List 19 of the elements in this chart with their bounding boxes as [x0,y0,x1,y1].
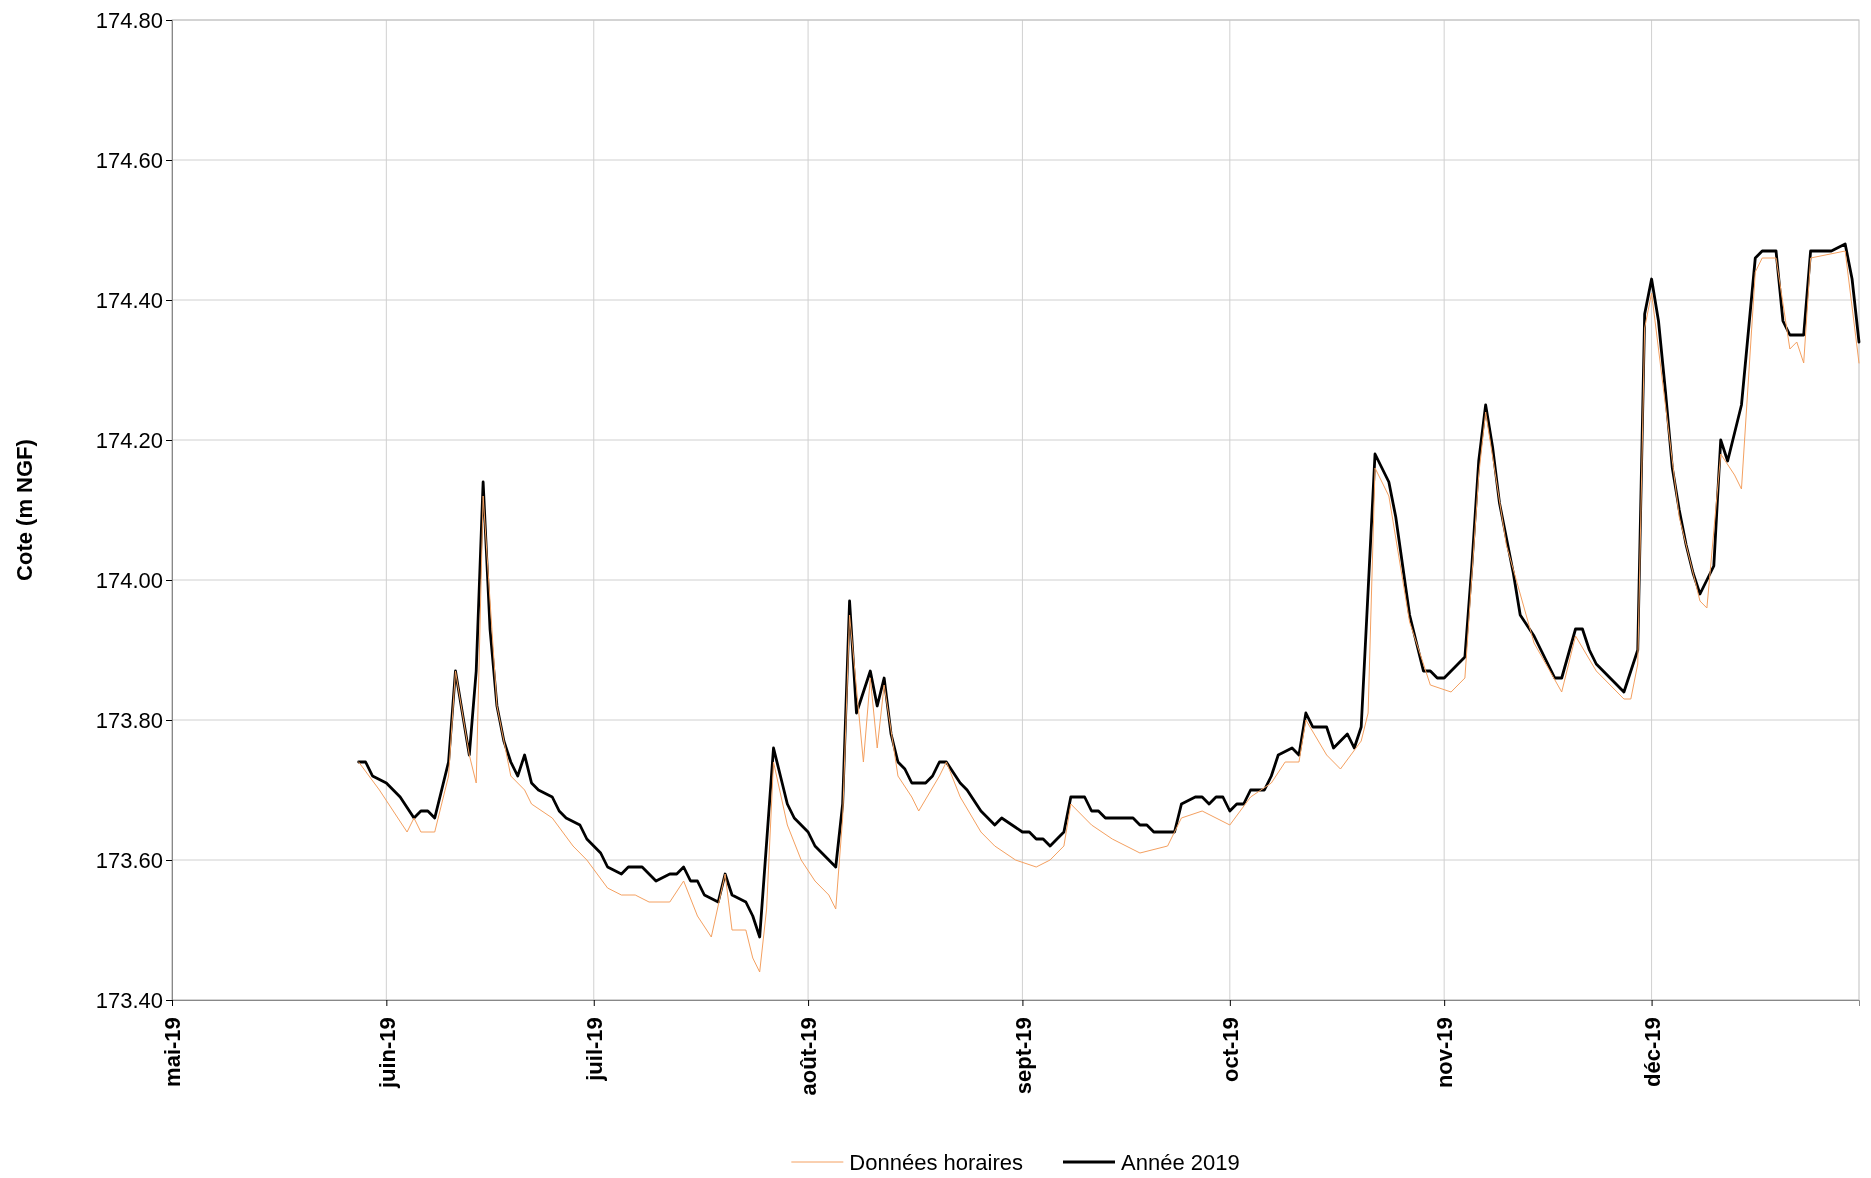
y-tick-label: 174.60 [95,147,163,173]
y-tick-label: 173.60 [95,847,163,873]
x-tick-label: juil-19 [581,1017,607,1082]
x-tick-label: juin-19 [374,1017,400,1090]
y-tick-label: 173.40 [95,987,163,1013]
y-tick-label: 174.40 [95,287,163,313]
x-tick-label: oct-19 [1218,1017,1244,1082]
y-tick-label: 174.20 [95,427,163,453]
legend-label: Année 2019 [1121,1150,1240,1175]
x-tick-label: mai-19 [160,1017,186,1087]
y-tick-label: 173.80 [95,707,163,733]
y-tick-label: 174.80 [95,7,163,33]
x-tick-label: déc-19 [1639,1017,1665,1087]
legend-label: Données horaires [849,1150,1023,1175]
y-axis-title: Cote (m NGF) [12,439,37,581]
x-tick-label: août-19 [796,1017,822,1096]
y-tick-label: 174.00 [95,567,163,593]
x-tick-label: sept-19 [1010,1017,1036,1095]
x-tick-label: nov-19 [1432,1017,1458,1089]
